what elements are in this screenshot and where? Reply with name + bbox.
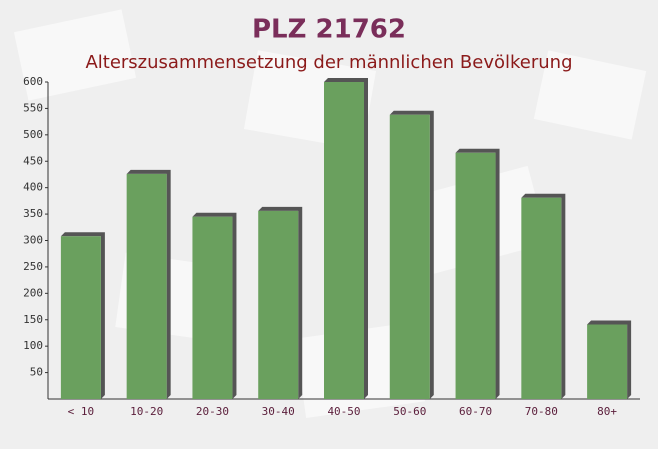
y-tick-label: 100	[23, 339, 43, 352]
y-tick-label: 400	[23, 181, 43, 194]
x-tick-label: 40-50	[327, 405, 360, 418]
y-tick-label: 550	[23, 101, 43, 114]
x-tick-label: 80+	[597, 405, 617, 418]
y-tick-label: 300	[23, 234, 43, 247]
bar	[455, 152, 496, 399]
chart-subtitle: Alterszusammensetzung der männlichen Bev…	[85, 52, 572, 73]
x-tick-label: 30-40	[262, 405, 295, 418]
bar	[126, 173, 167, 399]
x-tick-label: 50-60	[393, 405, 426, 418]
x-tick-label: 70-80	[525, 405, 558, 418]
y-tick-label: 250	[23, 260, 43, 273]
x-tick-label: 60-70	[459, 405, 492, 418]
x-tick-label: < 10	[68, 405, 95, 418]
y-tick-label: 200	[23, 286, 43, 299]
y-tick-label: 450	[23, 154, 43, 167]
bar	[258, 210, 299, 399]
bar	[192, 216, 233, 399]
y-tick-label: 350	[23, 207, 43, 220]
y-tick-label: 150	[23, 313, 43, 326]
bar	[521, 197, 562, 399]
bar	[60, 236, 101, 399]
y-tick-label: 500	[23, 128, 43, 141]
x-tick-label: 10-20	[130, 405, 163, 418]
x-tick-label: 20-30	[196, 405, 229, 418]
bar	[389, 114, 430, 400]
y-tick-label: 600	[23, 75, 43, 88]
bar	[324, 82, 364, 399]
bar	[587, 324, 628, 399]
y-tick-label: 50	[30, 366, 43, 379]
chart-title: PLZ 21762	[252, 15, 406, 45]
